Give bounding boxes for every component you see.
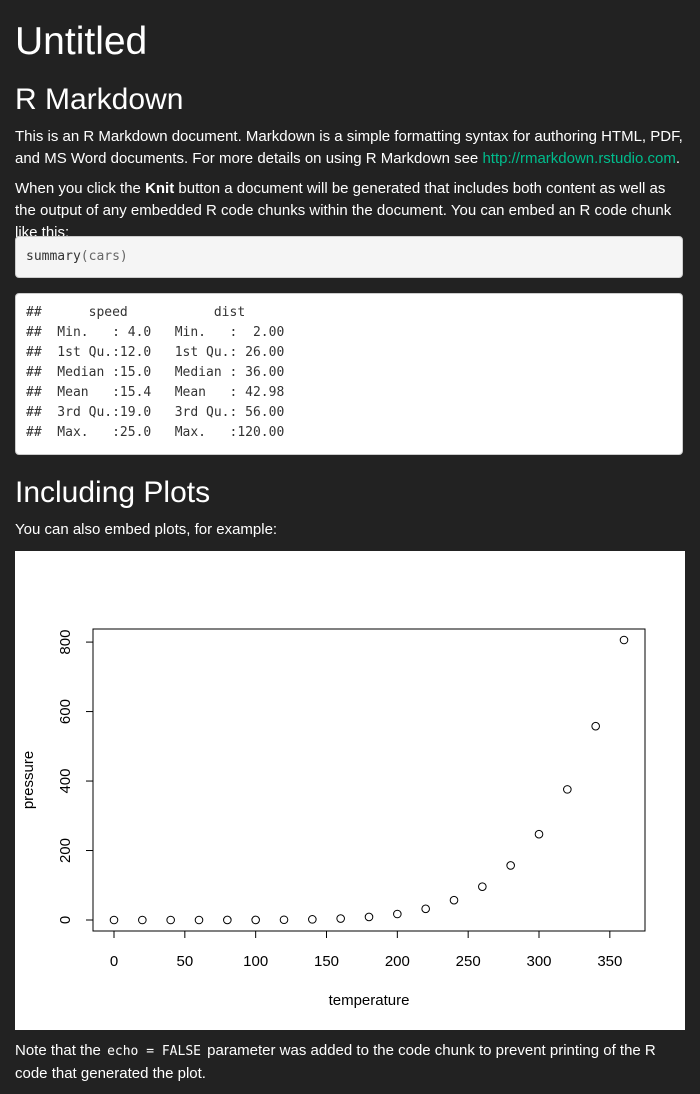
x-tick-label: 300 xyxy=(526,953,551,970)
page-title: Untitled xyxy=(15,20,148,63)
data-point xyxy=(449,895,459,905)
x-tick-label: 50 xyxy=(176,953,193,970)
inline-code-echo: echo = FALSE xyxy=(105,1044,203,1059)
paragraph-note-text-a: Note that the xyxy=(15,1042,106,1059)
output-line: ## Max. :25.0 Max. :120.00 xyxy=(26,425,300,440)
section-heading-r-markdown: R Markdown xyxy=(15,83,184,116)
code-function-name: summary xyxy=(26,249,81,264)
data-point xyxy=(563,785,572,794)
data-point xyxy=(619,635,629,645)
x-tick-label: 150 xyxy=(314,953,339,970)
output-line: ## 3rd Qu.:19.0 3rd Qu.: 56.00 xyxy=(26,405,300,420)
paragraph-intro-text: This is an R Markdown document. Markdown… xyxy=(15,128,683,167)
data-point xyxy=(308,915,317,924)
paragraph-knit-text-b: button a document will be generated that… xyxy=(15,180,672,241)
knit-bold: Knit xyxy=(145,180,175,197)
plot-frame xyxy=(92,628,646,932)
output-line: ## Mean :15.4 Mean : 42.98 xyxy=(26,385,300,400)
data-point xyxy=(534,829,544,839)
data-point xyxy=(194,915,204,925)
code-chunk-output[interactable]: ## speed dist ## Min. : 4.0 Min. : 2.00 … xyxy=(15,293,683,455)
output-line: ## Median :15.0 Median : 36.00 xyxy=(26,365,300,380)
data-point xyxy=(279,915,289,925)
x-tick-label: 350 xyxy=(597,953,622,970)
output-line: ## Min. : 4.0 Min. : 2.00 xyxy=(26,325,300,340)
x-tick-label: 100 xyxy=(243,953,268,970)
output-line: ## speed dist xyxy=(26,305,300,320)
y-tick-label: 400 xyxy=(57,769,74,794)
data-point xyxy=(591,721,600,731)
data-point xyxy=(336,914,345,923)
y-tick-label: 800 xyxy=(57,630,74,655)
y-axis-label: pressure xyxy=(20,751,37,809)
x-tick-label: 0 xyxy=(110,953,118,970)
code-chunk-input[interactable]: summary(cars) xyxy=(15,236,683,278)
paragraph-plots-intro: You can also embed plots, for example: xyxy=(15,521,278,538)
x-tick-label: 250 xyxy=(456,953,481,970)
section-heading-including-plots: Including Plots xyxy=(15,476,211,509)
paragraph-intro: This is an R Markdown document. Markdown… xyxy=(15,126,685,170)
data-point xyxy=(421,904,430,914)
data-point xyxy=(109,915,119,925)
y-tick-label: 0 xyxy=(57,916,74,924)
scatter-plot-svg: 0 50 100 150 200 250 300 350 0 200 400 600 800 temp… xyxy=(20,628,646,1009)
y-tick-label: 200 xyxy=(57,838,74,863)
code-function-args: (cars) xyxy=(80,249,128,264)
paragraph-knit: When you click the Knit button a documen… xyxy=(15,178,685,244)
data-point xyxy=(166,915,175,925)
x-tick-label: 200 xyxy=(385,953,410,970)
data-point xyxy=(251,915,260,925)
data-point xyxy=(138,915,147,925)
data-points xyxy=(109,635,629,925)
y-tick-label: 600 xyxy=(57,699,74,724)
paragraph-note-text-b: parameter was added to the code chunk to… xyxy=(15,1042,656,1082)
data-point xyxy=(364,912,374,922)
x-axis: 0 50 100 150 200 250 300 350 xyxy=(110,930,622,970)
rmarkdown-link[interactable]: http://rmarkdown.rstudio.com xyxy=(482,150,676,167)
output-line: ## 1st Qu.:12.0 1st Qu.: 26.00 xyxy=(26,345,300,360)
x-axis-label: temperature xyxy=(329,992,410,1009)
paragraph-intro-end: . xyxy=(675,150,681,167)
data-point xyxy=(393,909,402,919)
data-point xyxy=(223,915,232,925)
data-point xyxy=(506,861,515,870)
y-axis: 0 200 400 600 800 xyxy=(57,630,94,924)
paragraph-note: Note that the echo = FALSE parameter was… xyxy=(15,1040,685,1085)
data-point xyxy=(478,882,487,891)
paragraph-knit-text-a: When you click the xyxy=(15,180,146,197)
scatter-plot: 0 50 100 150 200 250 300 350 0 200 400 600 800 temp… xyxy=(15,551,685,1030)
